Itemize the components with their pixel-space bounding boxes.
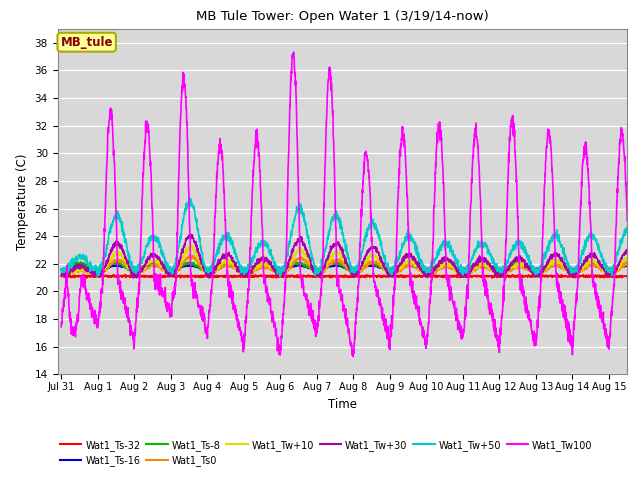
Text: MB_tule: MB_tule <box>60 36 113 48</box>
Y-axis label: Temperature (C): Temperature (C) <box>16 153 29 250</box>
Legend: Wat1_Ts-32, Wat1_Ts-16, Wat1_Ts-8, Wat1_Ts0, Wat1_Tw+10, Wat1_Tw+30, Wat1_Tw+50,: Wat1_Ts-32, Wat1_Ts-16, Wat1_Ts-8, Wat1_… <box>56 436 596 470</box>
X-axis label: Time: Time <box>328 397 357 410</box>
Title: MB Tule Tower: Open Water 1 (3/19/14-now): MB Tule Tower: Open Water 1 (3/19/14-now… <box>196 11 489 24</box>
